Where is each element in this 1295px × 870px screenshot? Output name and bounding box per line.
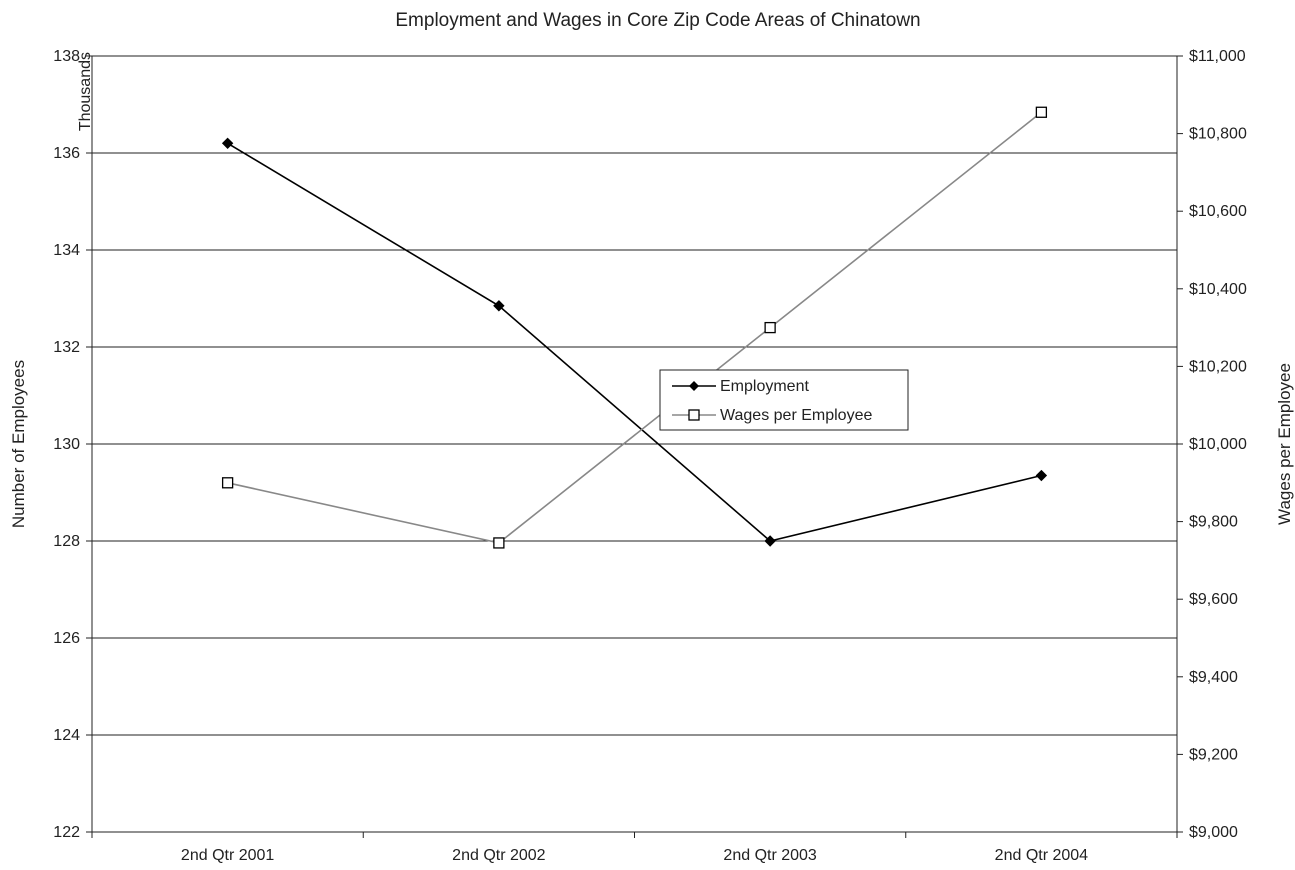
right-tick-label: $9,000 bbox=[1189, 824, 1238, 841]
series-layer bbox=[221, 106, 1048, 549]
left-tick-label: 122 bbox=[53, 824, 80, 841]
employment-point bbox=[1035, 469, 1048, 482]
wages-point bbox=[764, 321, 776, 334]
employment-point bbox=[764, 535, 776, 547]
right-axis-title: Wages per Employee bbox=[1275, 363, 1294, 525]
x-tick-label: 2nd Qtr 2004 bbox=[995, 847, 1089, 864]
right-tick-label: $9,600 bbox=[1189, 591, 1238, 608]
grid-layer bbox=[92, 152, 1177, 736]
legend-swatch-marker bbox=[689, 381, 699, 391]
ticks-layer: 122 124 126 128 130 132 134 136 138 $9,000 $9,200 $… bbox=[53, 48, 1247, 864]
series-line-employment bbox=[227, 142, 1042, 542]
legend-label-employment: Employment bbox=[720, 378, 809, 395]
x-tick-label: 2nd Qtr 2003 bbox=[723, 847, 817, 864]
right-tick-label: $9,200 bbox=[1189, 746, 1238, 763]
wages-point bbox=[493, 537, 505, 549]
series-line-wages bbox=[227, 111, 1042, 544]
wages-point bbox=[221, 477, 234, 489]
right-tick-label: $10,800 bbox=[1189, 126, 1247, 143]
chart-title: Employment and Wages in Core Zip Code Ar… bbox=[395, 10, 920, 31]
left-axis-title: Number of Employees bbox=[9, 360, 28, 528]
right-tick-label: $10,600 bbox=[1189, 203, 1247, 220]
right-tick-label: $10,000 bbox=[1189, 436, 1247, 453]
employment-point bbox=[493, 300, 505, 312]
legend-swatch-marker bbox=[688, 409, 700, 421]
left-tick-label: 126 bbox=[53, 630, 80, 647]
left-tick-label: 128 bbox=[53, 533, 80, 550]
right-tick-label: $9,800 bbox=[1189, 514, 1238, 531]
x-tick-label: 2nd Qtr 2001 bbox=[181, 847, 275, 864]
legend-label-wages: Wages per Employee bbox=[720, 407, 872, 424]
right-tick-label: $10,200 bbox=[1189, 358, 1247, 375]
left-tick-label: 124 bbox=[53, 727, 80, 744]
legend: Employment Wages per Employee bbox=[659, 369, 909, 431]
left-tick-label: 130 bbox=[53, 436, 80, 453]
employment-point bbox=[221, 137, 234, 150]
right-tick-label: $10,400 bbox=[1189, 281, 1247, 298]
legend-box bbox=[659, 369, 909, 431]
wages-point bbox=[1035, 106, 1048, 118]
right-tick-label: $9,400 bbox=[1189, 669, 1238, 686]
left-tick-label: 136 bbox=[53, 145, 80, 162]
left-tick-label: 134 bbox=[53, 242, 80, 259]
left-tick-label: 132 bbox=[53, 339, 80, 356]
left-tick-label: 138 bbox=[53, 48, 80, 65]
right-tick-label: $11,000 bbox=[1189, 48, 1246, 65]
x-tick-label: 2nd Qtr 2002 bbox=[452, 847, 546, 864]
left-axis-unit-label: Thousands bbox=[77, 52, 94, 131]
